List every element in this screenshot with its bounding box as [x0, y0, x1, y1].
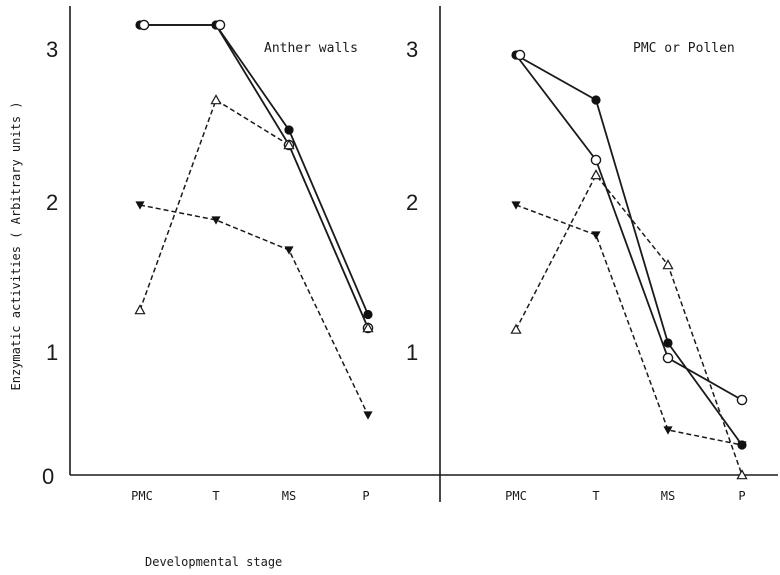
left-open-circle-series-line	[140, 24, 369, 329]
right-x-label-t: T	[592, 489, 599, 503]
right-open-circle-series-line	[515, 54, 743, 401]
left-filled-triangle-marker-p	[363, 411, 373, 420]
left-x-label-ms: MS	[282, 489, 296, 503]
left-open-triangle-marker-t	[210, 94, 222, 105]
right-x-label-pmc: PMC	[505, 489, 527, 503]
right-y-tick-2: 2	[406, 190, 418, 215]
left-open-circle-marker-t	[214, 19, 226, 31]
left-y-tick-3: 3	[46, 37, 58, 62]
right-y-tick-3: 3	[406, 37, 418, 62]
left-panel-title: Anther walls	[264, 41, 358, 56]
right-filled-triangle-marker-ms	[663, 426, 673, 435]
left-x-label-pmc: PMC	[131, 489, 153, 503]
right-filled-circle-marker-t	[591, 95, 601, 105]
right-panel-title: PMC or Pollen	[633, 41, 735, 56]
left-filled-triangle-marker-ms	[284, 246, 294, 255]
right-filled-triangle-series-line	[515, 204, 743, 446]
right-open-circle-marker-t	[590, 154, 602, 166]
left-x-label-p: P	[362, 489, 369, 503]
left-open-triangle-marker-pmc	[134, 304, 146, 315]
right-x-label-p: P	[738, 489, 745, 503]
left-y-tick-2: 2	[46, 190, 58, 215]
left-filled-triangle-marker-t	[211, 216, 221, 225]
right-open-circle-marker-p	[736, 394, 748, 406]
left-open-triangle-series-line	[139, 98, 369, 329]
right-open-circle-marker-pmc	[514, 49, 526, 61]
right-open-triangle-series-line	[515, 173, 743, 476]
right-open-triangle-marker-ms	[662, 259, 674, 270]
right-open-triangle-marker-pmc	[510, 323, 522, 334]
right-filled-triangle-marker-pmc	[511, 201, 521, 210]
left-y-tick-0: 0	[42, 464, 54, 489]
y-axis-title: Enzymatic activities ( Arbitrary units )	[9, 102, 23, 391]
right-filled-circle-marker-ms	[663, 338, 673, 348]
left-open-triangle-marker-ms	[283, 139, 295, 150]
right-x-label-ms: MS	[661, 489, 675, 503]
left-filled-circle-marker-p	[363, 309, 373, 320]
left-filled-triangle-marker-pmc	[135, 201, 145, 210]
x-axis-title: Developmental stage	[145, 555, 282, 569]
series-layer	[134, 19, 748, 480]
left-filled-circle-marker-ms	[284, 125, 294, 135]
left-filled-circle-series-line	[140, 24, 369, 315]
right-filled-triangle-marker-t	[591, 231, 601, 240]
right-y-tick-1: 1	[406, 340, 418, 365]
right-open-circle-marker-ms	[662, 352, 674, 364]
left-open-triangle-marker-p	[362, 322, 374, 333]
right-open-triangle-marker-p	[736, 469, 748, 480]
right-open-triangle-marker-t	[590, 169, 602, 180]
right-filled-circle-series-line	[515, 54, 743, 446]
left-x-label-t: T	[212, 489, 219, 503]
left-filled-triangle-series-line	[139, 204, 369, 416]
right-filled-triangle-marker-p	[737, 441, 747, 450]
left-y-tick-1: 1	[46, 340, 58, 365]
left-open-circle-marker-pmc	[138, 19, 150, 31]
